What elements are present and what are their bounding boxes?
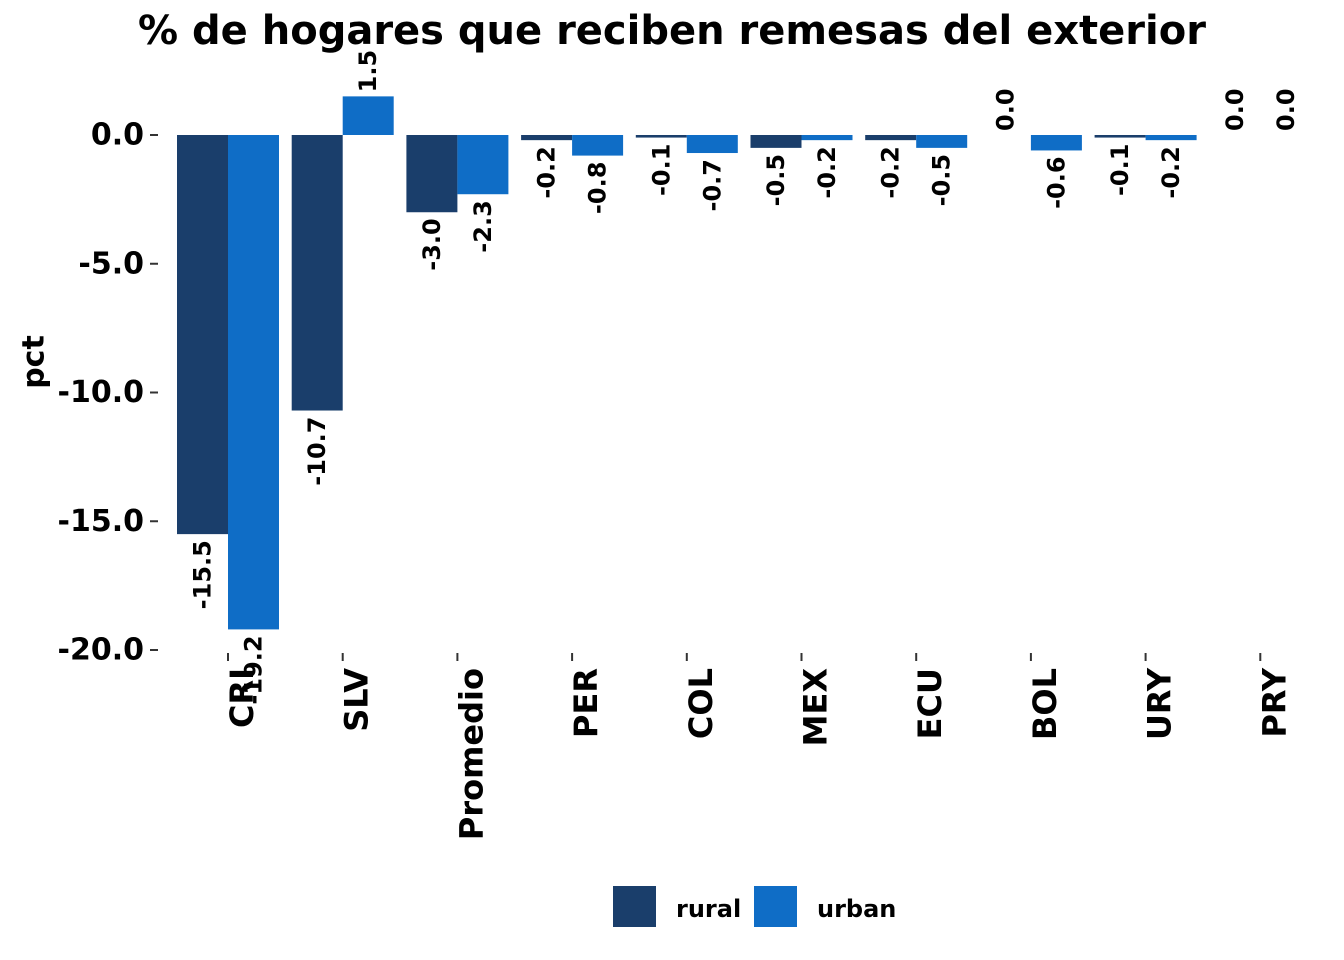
data-label-rural-ury: -0.1 — [1106, 144, 1134, 196]
data-label-urban-promedio: -2.3 — [469, 200, 497, 252]
data-label-urban-pry: 0.0 — [1272, 88, 1300, 131]
data-label-rural-ecu: -0.2 — [877, 146, 905, 198]
legend-swatch-urban — [754, 886, 797, 927]
data-label-rural-cri: -15.5 — [189, 540, 217, 609]
x-tick-label-ecu: ECU — [911, 668, 949, 739]
x-tick-label-slv: SLV — [338, 668, 376, 732]
y-tick-label: -5.0 — [78, 246, 144, 281]
x-tick-label-cri: CRI — [223, 668, 261, 728]
y-tick-label: 0.0 — [91, 118, 144, 153]
bar-urban-slv — [342, 96, 394, 135]
y-tick-label: -10.0 — [58, 375, 144, 410]
legend-label-rural: rural — [676, 895, 741, 923]
x-tick-label-mex: MEX — [797, 668, 835, 747]
x-tick-label-pry: PRY — [1255, 667, 1293, 737]
bar-rural-ury — [1094, 135, 1146, 138]
bar-rural-per — [521, 135, 573, 141]
bar-urban-cri — [228, 135, 279, 630]
data-label-urban-ury: -0.2 — [1157, 146, 1185, 198]
bar-rural-slv — [291, 135, 343, 411]
x-tick-label-per: PER — [567, 668, 605, 738]
data-label-urban-bol: -0.6 — [1042, 156, 1070, 208]
data-label-urban-col: -0.7 — [698, 159, 726, 211]
bar-urban-per — [572, 135, 624, 156]
bar-urban-ury — [1145, 135, 1197, 141]
chart-title: % de hogares que reciben remesas del ext… — [138, 8, 1206, 54]
data-label-rural-pry: 0.0 — [1221, 88, 1249, 131]
data-label-urban-cri: -19.2 — [240, 635, 268, 704]
y-tick-label: -20.0 — [58, 633, 144, 668]
data-label-urban-mex: -0.2 — [813, 146, 841, 198]
data-label-urban-per: -0.8 — [584, 162, 612, 214]
data-label-rural-promedio: -3.0 — [418, 218, 446, 270]
data-label-urban-ecu: -0.5 — [928, 154, 956, 206]
x-tick-label-promedio: Promedio — [452, 668, 490, 840]
bar-urban-bol — [1030, 135, 1082, 151]
data-label-rural-bol: 0.0 — [991, 88, 1019, 131]
data-label-rural-col: -0.1 — [647, 144, 675, 196]
bar-rural-mex — [750, 135, 802, 148]
x-tick-label-ury: URY — [1141, 667, 1179, 740]
y-tick-label: -15.0 — [58, 504, 144, 539]
x-tick-label-bol: BOL — [1026, 668, 1064, 740]
bar-urban-mex — [801, 135, 853, 141]
bar-rural-cri — [177, 135, 228, 535]
bar-urban-col — [686, 135, 738, 154]
x-tick-label-col: COL — [682, 668, 720, 739]
data-label-rural-slv: -10.7 — [303, 417, 331, 486]
legend-label-urban: urban — [817, 895, 896, 923]
data-label-urban-slv: 1.5 — [354, 50, 382, 93]
bar-rural-col — [635, 135, 687, 138]
bar-rural-promedio — [406, 135, 458, 213]
bar-urban-promedio — [457, 135, 509, 195]
bar-rural-ecu — [865, 135, 917, 141]
data-label-rural-mex: -0.5 — [762, 154, 790, 206]
legend-swatch-rural — [613, 886, 656, 927]
bar-urban-ecu — [916, 135, 968, 148]
y-axis-label: pct — [17, 335, 52, 389]
data-label-rural-per: -0.2 — [533, 146, 561, 198]
